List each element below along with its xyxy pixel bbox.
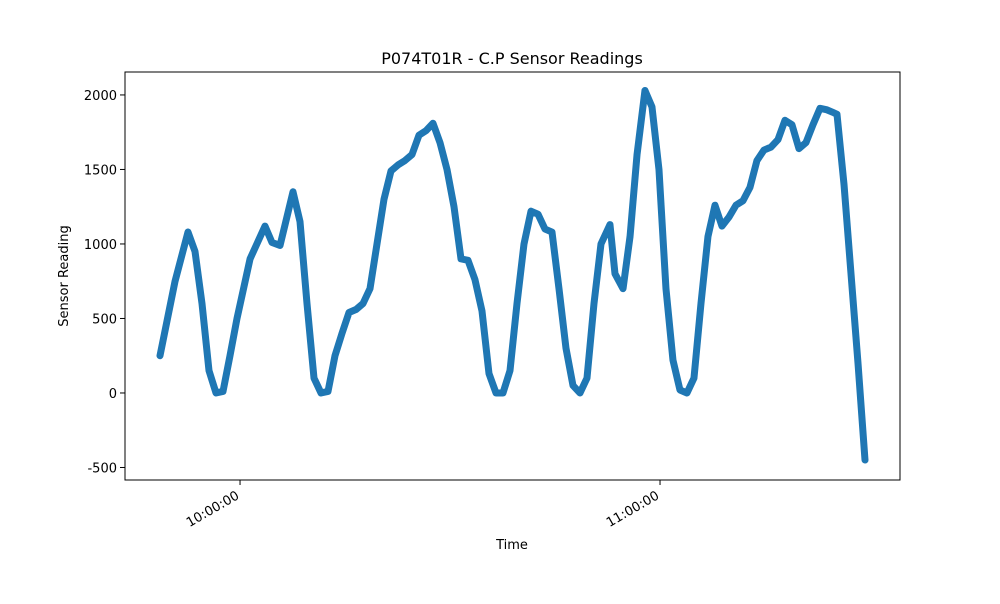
x-tick-label: 11:00:00	[604, 488, 662, 530]
chart-title: P074T01R - C.P Sensor Readings	[381, 49, 643, 68]
plot-frame	[124, 71, 901, 481]
y-axis-label: Sensor Reading	[57, 225, 72, 326]
y-tick-label: 0	[109, 387, 117, 402]
y-tick-label: 2000	[84, 89, 117, 104]
x-axis-label: Time	[495, 538, 528, 553]
x-tick-label: 10:00:00	[184, 488, 242, 530]
y-tick-label: 500	[92, 312, 117, 327]
y-tick-label: 1500	[84, 163, 117, 178]
y-tick-label: -500	[87, 461, 117, 476]
y-tick-label: 1000	[84, 238, 117, 253]
data-line	[156, 86, 869, 464]
